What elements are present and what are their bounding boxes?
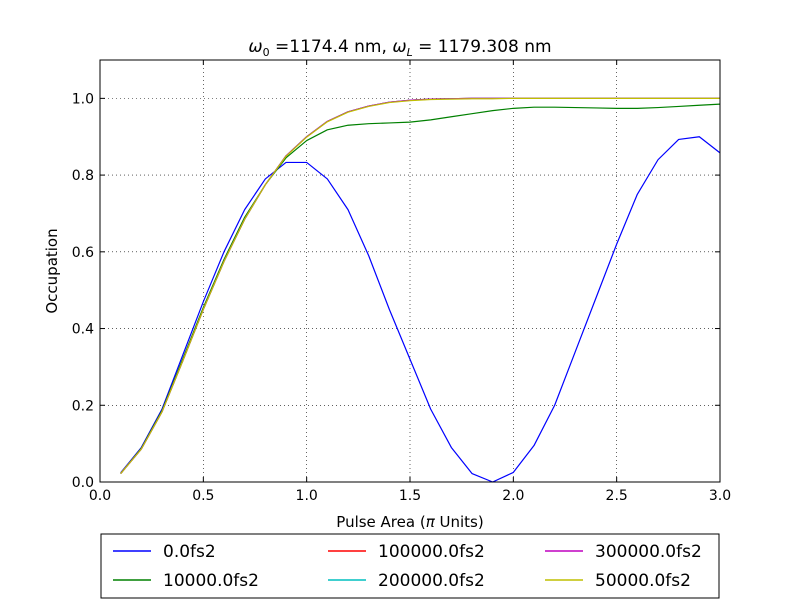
legend-entry: 0.0fs2 (113, 542, 216, 562)
legend-label: 100000.0fs2 (378, 542, 485, 562)
x-tick-label: 2.5 (606, 488, 628, 504)
legend-entry: 200000.0fs2 (328, 571, 485, 591)
legend-entry: 50000.0fs2 (545, 571, 691, 591)
title-omega0-value: =1174.4 nm, (270, 37, 393, 57)
x-tick-labels: 0.0 0.5 1.0 1.5 2.0 2.5 3.0 (89, 488, 731, 504)
legend-label: 10000.0fs2 (163, 571, 259, 591)
x-tick-label: 2.0 (502, 488, 524, 504)
legend-entry: 100000.0fs2 (328, 542, 485, 562)
title-omegaL-subscript: L (407, 46, 413, 59)
legend: 0.0fs2 10000.0fs2 100000.0fs2 200000.0fs2 30… (113, 542, 702, 591)
x-tick-label: 3.0 (709, 488, 731, 504)
legend-label: 200000.0fs2 (378, 571, 485, 591)
y-axis-label: Occupation (43, 228, 61, 313)
series-line-50000-0fs2 (120, 97, 720, 474)
title-omega0-symbol: ω (248, 37, 262, 57)
legend-entry: 10000.0fs2 (113, 571, 259, 591)
legend-entry: 300000.0fs2 (545, 542, 702, 562)
y-tick-label: 0.0 (72, 475, 94, 491)
legend-label: 50000.0fs2 (595, 571, 691, 591)
x-tick-label: 0.0 (89, 488, 111, 504)
y-tick-label: 0.6 (72, 245, 94, 261)
series-lines (120, 97, 721, 483)
title-omega0-subscript: 0 (263, 46, 270, 59)
title-omegaL-value: = 1179.308 nm (413, 37, 552, 57)
title-omegaL-symbol: ω (392, 37, 406, 57)
legend-label: 0.0fs2 (163, 542, 216, 562)
y-tick-label: 0.4 (72, 322, 94, 338)
legend-label: 300000.0fs2 (595, 542, 702, 562)
y-tick-label: 0.8 (72, 168, 94, 184)
y-tick-labels: 0.0 0.2 0.4 0.6 0.8 1.0 (72, 91, 94, 491)
x-axis-label: Pulse Area (π Units) (336, 513, 483, 531)
series-line-10000-0fs2 (120, 103, 721, 474)
legend-box (100, 533, 720, 599)
x-tick-label: 0.5 (192, 488, 214, 504)
x-tick-label: 1.5 (399, 488, 421, 504)
chart-title: ω0 =1174.4 nm, ωL = 1179.308 nm (248, 37, 551, 59)
series-line-0-0fs2 (120, 136, 721, 483)
y-tick-label: 0.2 (72, 398, 94, 414)
plot-area (100, 60, 720, 482)
x-tick-label: 1.0 (296, 488, 318, 504)
y-tick-label: 1.0 (72, 91, 94, 107)
plot-frame (99, 59, 721, 483)
